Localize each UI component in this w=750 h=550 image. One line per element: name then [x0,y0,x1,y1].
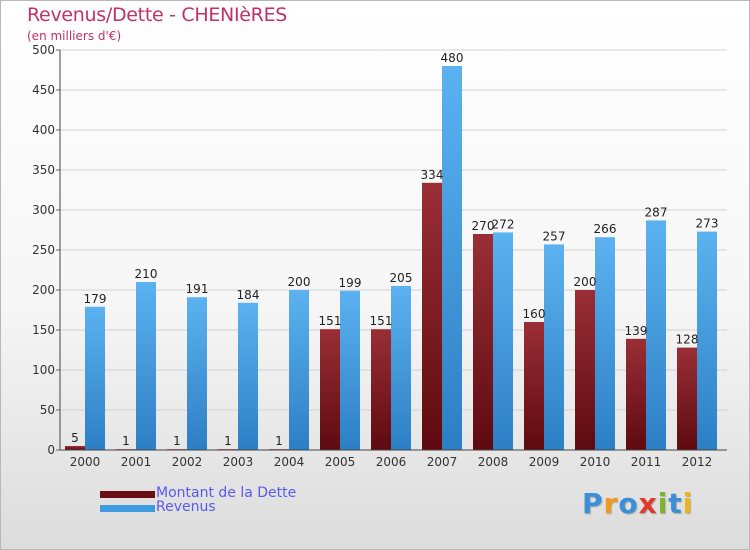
value-label-debt: 160 [523,307,546,321]
bar-revenue [646,220,666,450]
y-tick-label: 400 [32,123,55,137]
x-tick-label: 2000 [70,455,101,469]
x-tick-label: 2011 [631,455,662,469]
y-tick-label: 200 [32,283,55,297]
value-label-debt: 1 [122,434,130,448]
x-tick-label: 2003 [223,455,254,469]
bar-debt [320,329,340,450]
y-tick-label: 50 [40,403,55,417]
bar-debt [65,446,85,450]
value-label-revenue: 210 [135,267,158,281]
x-tick-label: 2004 [274,455,305,469]
value-label-debt: 5 [71,431,79,445]
logo-letter: x [638,487,658,520]
legend-label-debt: Montant de la Dette [156,485,297,501]
value-labels: 5 179 1 210 1 191 1 184 1 200 151 199 151 205 334 480 27… [71,51,718,448]
chart-subtitle: (en milliers d'€) [27,29,122,43]
y-tick-label: 150 [32,323,55,337]
legend-swatch-debt [100,491,155,498]
proxiti-logo: Proxiti [582,487,693,520]
value-label-revenue: 273 [696,217,719,231]
value-label-revenue: 200 [288,275,311,289]
x-tick-label: 2001 [121,455,152,469]
value-label-debt: 334 [421,168,444,182]
value-label-debt: 1 [173,434,181,448]
value-label-revenue: 266 [594,222,617,236]
x-tick-label: 2012 [682,455,713,469]
value-label-debt: 1 [224,434,232,448]
logo-letter: r [603,487,619,520]
value-label-debt: 1 [275,434,283,448]
bar-revenue [493,232,513,450]
bar-revenue [187,297,207,450]
value-label-revenue: 257 [543,229,566,243]
bar-revenue [544,244,564,450]
bar-revenue [238,302,258,450]
value-label-revenue: 199 [339,276,362,290]
y-tick-label: 350 [32,163,55,177]
x-tick-label: 2005 [325,455,356,469]
value-label-debt: 139 [625,324,648,338]
value-label-revenue: 179 [84,292,107,306]
bar-revenue [289,290,309,450]
value-label-debt: 200 [574,275,597,289]
value-label-revenue: 184 [237,288,260,302]
bar-debt [677,347,697,450]
bars [65,66,717,451]
bar-debt [626,338,646,450]
bar-revenue [136,282,156,450]
bar-debt [473,234,493,450]
chart-title: Revenus/Dette - CHENIèRES [27,4,288,26]
bar-revenue [697,231,717,450]
bar-debt [422,182,442,451]
x-tick-label: 2009 [529,455,560,469]
y-tick-label: 250 [32,243,55,257]
value-label-revenue: 287 [645,205,668,219]
y-tick-label: 100 [32,363,55,377]
logo-letter: t [668,487,683,520]
bar-revenue [391,286,411,450]
bar-revenue [442,66,462,450]
logo-letter: o [618,487,639,520]
y-tick-label: 500 [32,43,55,57]
bar-debt [524,322,544,450]
x-tick-label: 2008 [478,455,509,469]
value-label-debt: 151 [370,314,393,328]
legend-label-revenue: Revenus [156,499,216,515]
logo-letter: i [682,487,694,520]
x-tick-label: 2010 [580,455,611,469]
y-tick-label: 450 [32,83,55,97]
bar-debt [371,329,391,450]
x-tick-label: 2007 [427,455,458,469]
bar-revenue [85,306,105,450]
value-label-revenue: 272 [492,217,515,231]
value-label-debt: 151 [319,314,342,328]
bar-revenue [340,290,360,450]
x-tick-label: 2002 [172,455,203,469]
logo-letter: i [657,487,669,520]
legend-swatch-revenue [100,505,155,512]
y-tick-label: 0 [47,443,55,457]
bar-debt [575,290,595,450]
value-label-revenue: 191 [186,282,209,296]
value-label-revenue: 480 [441,51,464,65]
bar-revenue [595,237,615,450]
logo-letter: P [582,487,604,520]
value-label-revenue: 205 [390,271,413,285]
value-label-debt: 128 [676,333,699,347]
y-tick-label: 300 [32,203,55,217]
x-tick-label: 2006 [376,455,407,469]
value-label-debt: 270 [472,219,495,233]
